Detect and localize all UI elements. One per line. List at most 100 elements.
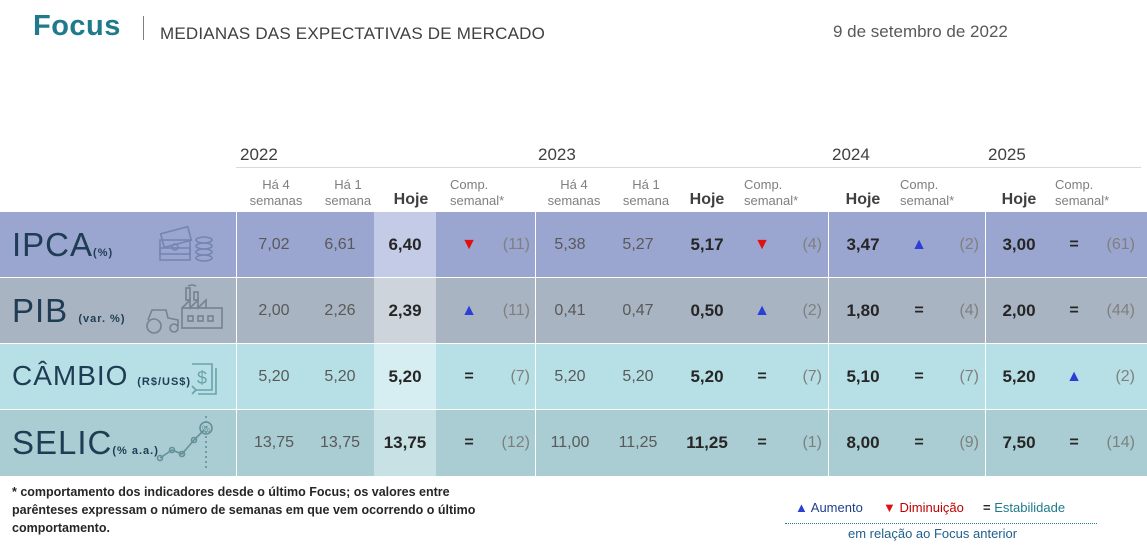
colh-2023-ha4: Há 4 semanas — [542, 177, 606, 209]
label-cambio-unit: (R$/US$) — [137, 376, 192, 388]
vsep-2022-2023 — [535, 212, 536, 476]
trend-eq-icon: = — [464, 434, 474, 451]
cell-selic-2023-hoje: 11,25 — [686, 433, 728, 452]
hsep-3 — [0, 409, 1147, 410]
cell-selic-2022-hoje: 13,75 — [383, 433, 427, 452]
label-ipca-name: IPCA — [12, 226, 94, 263]
cell-selic-2023-ha4: 11,00 — [550, 434, 590, 451]
legend-footnote: em relação ao Focus anterior — [848, 526, 1018, 541]
cell-cambio-2025-hoje: 5,20 — [1002, 367, 1036, 386]
label-ipca: IPCA(%) — [12, 226, 113, 264]
trend-eq-icon: = — [464, 368, 474, 385]
cell-cambio-2024-weeks: (7) — [959, 368, 979, 385]
money-stack-icon — [159, 225, 213, 262]
cell-ipca-2024-hoje: 3,47 — [846, 235, 880, 254]
cell-ipca-2024-weeks: (2) — [959, 236, 979, 253]
report-date: 9 de setembro de 2022 — [833, 22, 1008, 41]
label-cambio: CÂMBIO (R$/US$) — [12, 360, 191, 392]
cell-pib-2022-weeks: (11) — [502, 302, 530, 319]
cell-selic-2025-weeks: (14) — [1106, 434, 1135, 451]
hsep-2 — [0, 343, 1147, 344]
row-pib — [0, 278, 1147, 344]
colh-2022-ha1-line2: semana — [324, 193, 372, 208]
trend-down-icon: ▼ — [461, 236, 477, 253]
vsep-2023-2024 — [828, 212, 829, 476]
cell-cambio-2022-ha1: 5,20 — [324, 368, 356, 385]
cell-cambio-2023-hoje: 5,20 — [690, 367, 724, 386]
colh-2022-comp-line1: Comp. — [450, 177, 489, 192]
trend-eq-icon: = — [914, 368, 924, 385]
year-2022: 2022 — [240, 145, 278, 164]
cell-pib-2023-hoje: 0,50 — [690, 301, 724, 320]
colh-2025-comp-line2: semanal* — [1055, 193, 1110, 208]
cell-pib-2022-ha4: 2,00 — [258, 302, 290, 319]
year-2025: 2025 — [988, 145, 1026, 164]
colh-2024-comp: Comp. semanal* — [900, 177, 970, 209]
cell-pib-2022-hoje: 2,39 — [388, 301, 422, 320]
cell-selic-2022-weeks: (12) — [501, 434, 530, 451]
legend-eq: = Estabilidade — [983, 500, 1065, 515]
cell-ipca-2022-ha4: 7,02 — [258, 236, 290, 253]
cell-pib-2025-hoje: 2,00 — [1002, 301, 1036, 320]
vsep-2024-2025 — [985, 212, 986, 476]
legend-up-label: Aumento — [810, 500, 863, 515]
cell-selic-2022-ha1: 13,75 — [319, 434, 361, 451]
trend-eq-icon: = — [1069, 302, 1079, 319]
hsep-1 — [0, 277, 1147, 278]
colh-2024-hoje: Hoje — [845, 191, 881, 208]
cell-ipca-2023-weeks: (4) — [802, 236, 822, 253]
cell-pib-2023-ha1: 0,47 — [622, 302, 654, 319]
label-selic-name: SELIC — [12, 424, 113, 461]
colh-2022-ha1-line1: Há 1 — [334, 177, 362, 192]
colh-2023-ha4-line2: semanas — [547, 193, 601, 208]
colh-2023-comp-line1: Comp. — [744, 177, 783, 192]
rate-trend-icon: % — [156, 416, 213, 468]
cell-cambio-2024-hoje: 5,10 — [846, 367, 880, 386]
legend-down: ▼ Diminuição — [883, 500, 964, 515]
colh-2024-comp-line1: Comp. — [900, 177, 939, 192]
trend-down-icon: ▼ — [754, 236, 770, 253]
legend-eq-icon: = — [983, 500, 991, 515]
legend-divider — [785, 523, 1097, 524]
label-pib-unit: (var. %) — [78, 313, 126, 325]
label-selic-unit: (% a.a.) — [112, 445, 159, 457]
header-divider — [143, 16, 144, 40]
cell-ipca-2022-hoje: 6,40 — [388, 235, 422, 254]
cell-selic-2023-weeks: (1) — [802, 434, 822, 451]
vsep-label — [236, 212, 237, 476]
label-pib: PIB (var. %) — [12, 292, 126, 330]
cell-selic-2022-ha4: 13,75 — [253, 434, 295, 451]
label-pib-name: PIB — [12, 292, 69, 329]
cell-selic-2024-hoje: 8,00 — [846, 433, 880, 452]
trend-eq-icon: = — [914, 434, 924, 451]
legend-eq-label: Estabilidade — [994, 500, 1066, 515]
cell-cambio-2023-ha1: 5,20 — [622, 368, 654, 385]
colh-2022-comp: Comp. semanal* — [450, 177, 520, 209]
colh-2023-ha4-line1: Há 4 — [560, 177, 588, 192]
colh-2022-ha4-line1: Há 4 — [262, 177, 290, 192]
trend-up-icon: ▲ — [1066, 368, 1082, 385]
colh-2023-comp-line2: semanal* — [744, 193, 799, 208]
cell-cambio-2023-ha4: 5,20 — [554, 368, 586, 385]
colh-2022-hoje: Hoje — [393, 191, 429, 208]
svg-text:%: % — [202, 424, 210, 434]
cell-cambio-2022-hoje: 5,20 — [388, 367, 422, 386]
trend-up-icon: ▲ — [911, 236, 927, 253]
trend-up-icon: ▲ — [754, 302, 770, 319]
footnote: * comportamento dos indicadores desde o … — [12, 485, 476, 535]
trend-eq-icon: = — [1069, 434, 1079, 451]
legend-up-icon: ▲ — [795, 500, 808, 515]
colh-2022-ha4-line2: semanas — [249, 193, 303, 208]
colh-2023-ha1-line1: Há 1 — [632, 177, 660, 192]
cell-cambio-2022-ha4: 5,20 — [258, 368, 290, 385]
cell-pib-2024-weeks: (4) — [959, 302, 979, 319]
page-subtitle: MEDIANAS DAS EXPECTATIVAS DE MERCADO — [160, 24, 546, 43]
label-ipca-unit: (%) — [93, 247, 114, 259]
hoje-highlight-pib — [374, 278, 436, 344]
cell-ipca-2023-ha1: 5,27 — [622, 236, 654, 253]
cell-ipca-2023-hoje: 5,17 — [690, 235, 724, 254]
cell-cambio-2023-weeks: (7) — [802, 368, 822, 385]
cell-pib-2022-ha1: 2,26 — [324, 302, 356, 319]
year-2023: 2023 — [538, 145, 576, 164]
cell-selic-2025-hoje: 7,50 — [1002, 433, 1036, 452]
